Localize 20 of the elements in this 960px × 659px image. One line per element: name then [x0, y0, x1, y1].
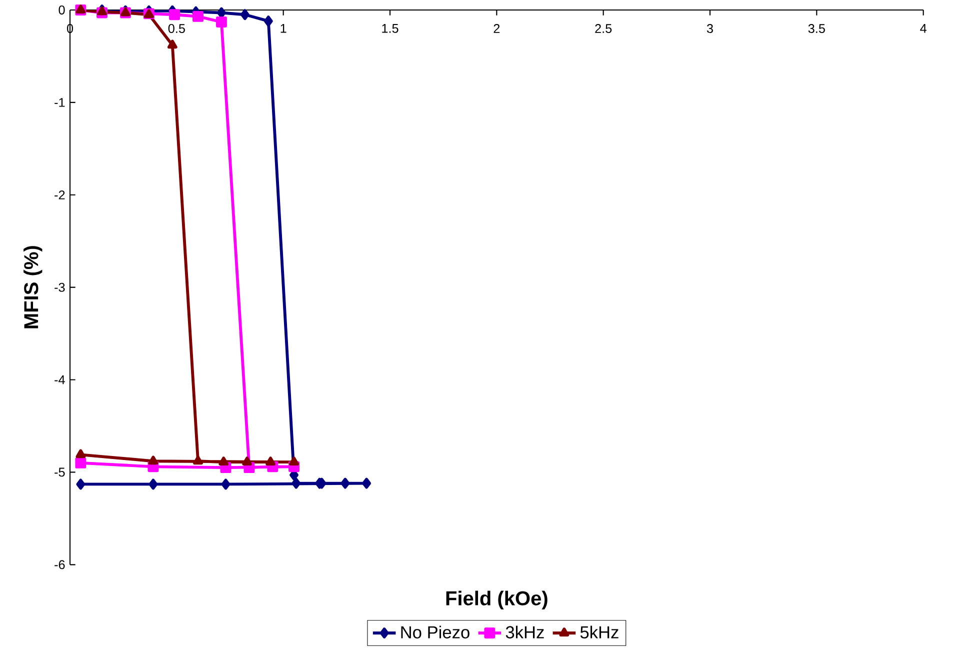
y-tick-label: -3 [54, 283, 65, 292]
x-tick-label: 3 [706, 24, 713, 34]
y-tick-label: -4 [54, 376, 65, 384]
y-tick-label: 0 [58, 6, 65, 15]
x-tick-label: 3.5 [808, 24, 825, 34]
y-tick-label: -5 [54, 468, 65, 477]
x-tick-label: 0.5 [168, 24, 185, 34]
y-tick-label: -6 [54, 560, 65, 570]
x-axis-title: Field (kOe) [446, 590, 548, 610]
x-tick-label: 2.5 [595, 24, 612, 34]
x-tick-label: 2 [494, 24, 500, 34]
y-tick-label: -2 [54, 190, 65, 200]
legend-label: 3kHz [506, 626, 544, 639]
x-tick-label: 1.5 [382, 24, 398, 34]
x-tick-label: 1 [280, 24, 286, 33]
legend-label: 5kHz [580, 626, 618, 639]
legend-label: No Piezo [401, 626, 470, 639]
y-axis-title: MFIS (%) [24, 246, 42, 328]
x-tick-label: 4 [920, 24, 926, 33]
y-tick-label: -1 [54, 98, 65, 107]
